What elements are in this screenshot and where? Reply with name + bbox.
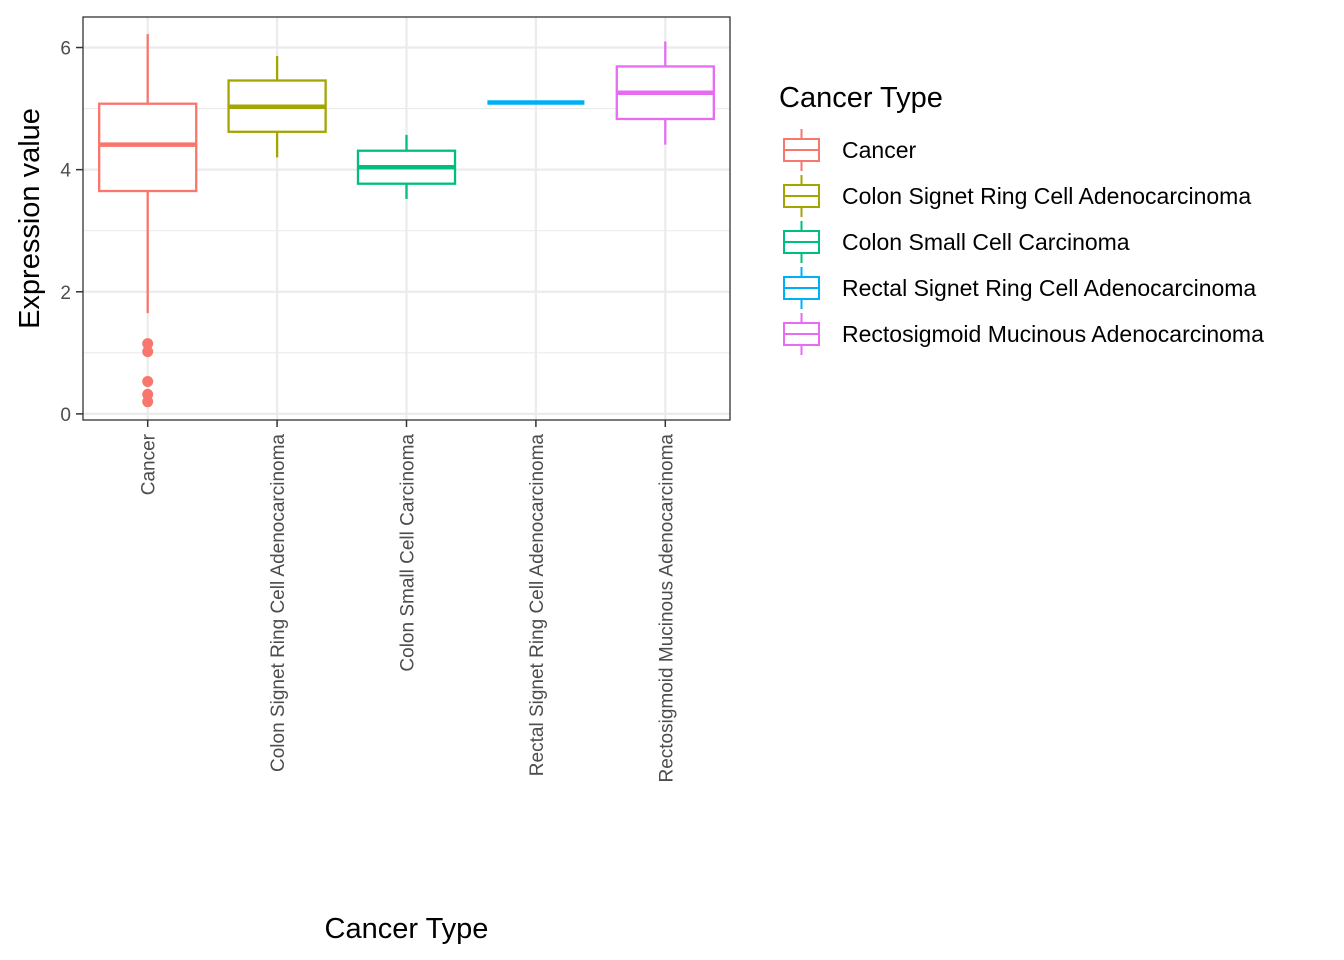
- x-tick-label: Colon Signet Ring Cell Adenocarcinoma: [268, 434, 289, 772]
- y-axis: 0 2 4 6: [60, 39, 83, 426]
- legend-label: Rectosigmoid Mucinous Adenocarcinoma: [842, 321, 1264, 347]
- box-1: [227, 56, 327, 158]
- outlier-point: [142, 376, 154, 388]
- legend-label: Rectal Signet Ring Cell Adenocarcinoma: [842, 275, 1256, 301]
- legend-label: Colon Small Cell Carcinoma: [842, 229, 1130, 255]
- y-tick-label: 6: [60, 39, 71, 60]
- x-tick-label: Colon Small Cell Carcinoma: [398, 434, 419, 672]
- box-4: [615, 41, 715, 145]
- y-tick-label: 0: [60, 405, 71, 426]
- y-tick-label: 4: [60, 161, 71, 182]
- legend-item: Colon Small Cell Carcinoma: [783, 221, 1130, 263]
- legend-item: Cancer: [783, 129, 916, 171]
- legend-item: Colon Signet Ring Cell Adenocarcinoma: [783, 175, 1251, 217]
- x-tick-label: Rectosigmoid Mucinous Adenocarcinoma: [656, 434, 677, 783]
- box-0: [98, 34, 198, 408]
- legend: Cancer Colon Signet Ring Cell Adenocarcin…: [783, 129, 1264, 355]
- legend-item: Rectosigmoid Mucinous Adenocarcinoma: [783, 313, 1264, 355]
- box-2: [356, 134, 457, 199]
- y-tick-label: 2: [60, 283, 71, 304]
- outlier-point: [142, 396, 154, 408]
- outlier-point: [142, 338, 154, 350]
- legend-label: Colon Signet Ring Cell Adenocarcinoma: [842, 183, 1251, 209]
- y-axis-title: Expression value: [14, 108, 46, 329]
- x-axis-title: Cancer Type: [325, 913, 489, 945]
- x-tick-label: Cancer: [139, 433, 160, 495]
- x-tick-label: Rectal Signet Ring Cell Adenocarcinoma: [527, 434, 548, 777]
- legend-title: Cancer Type: [779, 82, 943, 114]
- box-iqr: [98, 102, 198, 193]
- legend-item: Rectal Signet Ring Cell Adenocarcinoma: [783, 267, 1256, 309]
- legend-label: Cancer: [842, 137, 916, 163]
- boxes: [98, 34, 715, 408]
- outlier-point: [142, 346, 154, 358]
- x-axis: Cancer Colon Signet Ring Cell Adenocarcin…: [139, 420, 677, 783]
